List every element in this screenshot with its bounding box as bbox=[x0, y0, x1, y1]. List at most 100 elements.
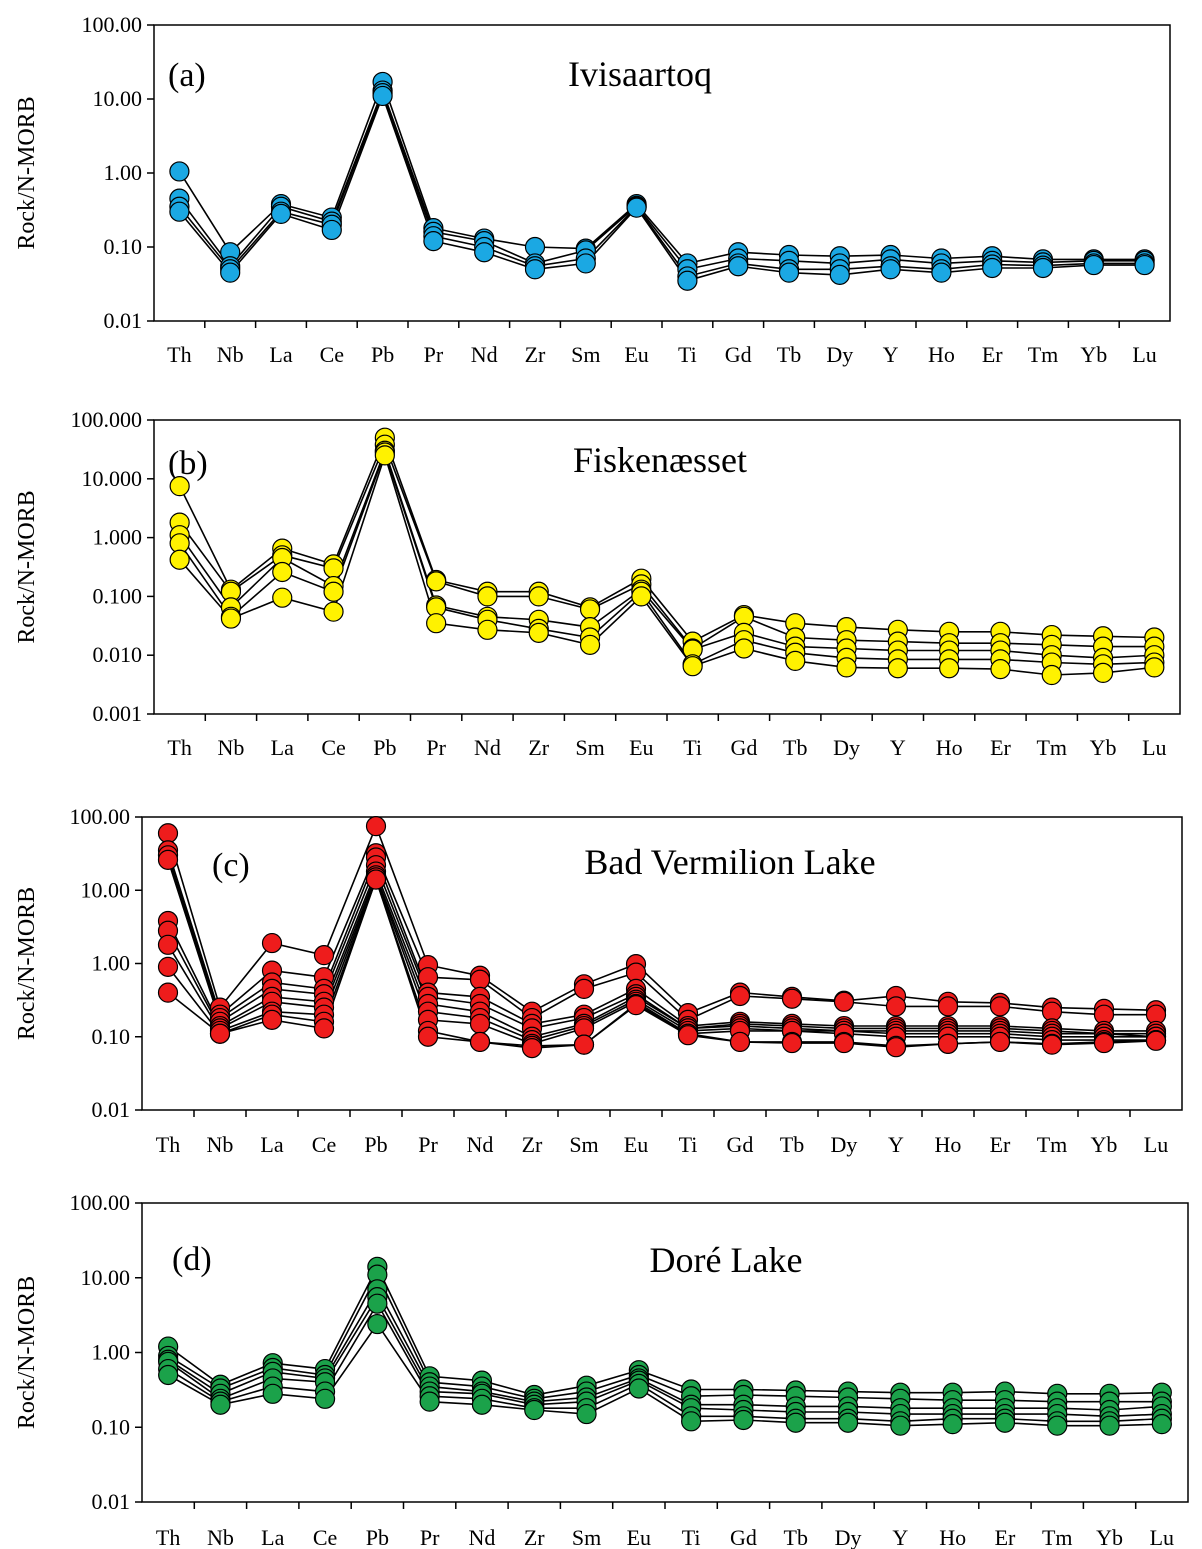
data-point bbox=[682, 656, 703, 677]
data-point bbox=[372, 85, 393, 107]
data-point bbox=[367, 1293, 388, 1314]
data-point bbox=[942, 1414, 963, 1435]
x-tick-label: Nb bbox=[217, 342, 244, 367]
x-tick-label: Er bbox=[990, 1132, 1011, 1157]
data-point bbox=[785, 650, 806, 671]
data-point bbox=[733, 1409, 754, 1431]
chart-panel-c: 0.01 0.10 1.00 10.00 100.00 Th Nb La Ce Pb Pr Nd Zr S… bbox=[14, 804, 1183, 1157]
data-point bbox=[576, 1403, 597, 1425]
data-point bbox=[169, 549, 190, 570]
x-tick-label: Dy bbox=[831, 1132, 858, 1157]
data-point bbox=[524, 1399, 545, 1421]
data-point bbox=[575, 253, 596, 274]
data-point bbox=[158, 1364, 179, 1386]
data-point bbox=[157, 823, 179, 844]
y-tick-label: 1.00 bbox=[92, 951, 131, 976]
x-tick-label: Gd bbox=[731, 735, 758, 760]
data-point bbox=[426, 613, 447, 634]
panel-title: Bad Vermilion Lake bbox=[584, 842, 875, 882]
x-tick-label: Zr bbox=[524, 1525, 545, 1549]
x-tick-label: Dy bbox=[835, 1525, 862, 1549]
y-axis-title: Rock/N-MORB bbox=[14, 887, 40, 1040]
y-tick-label: 100.00 bbox=[70, 804, 131, 829]
data-point bbox=[1144, 657, 1165, 678]
data-point bbox=[313, 1018, 335, 1039]
x-tick-label: Sm bbox=[571, 342, 600, 367]
data-point bbox=[989, 1031, 1011, 1053]
y-tick-label: 0.10 bbox=[92, 1414, 131, 1439]
x-tick-label: Er bbox=[990, 735, 1011, 760]
chart-panel-d: 0.01 0.10 1.00 10.00 100.00 Th Nb La Ce Pb Pr Nd Zr S… bbox=[14, 1190, 1189, 1549]
x-tick-label: Pb bbox=[364, 1132, 387, 1157]
data-point bbox=[781, 1032, 803, 1054]
data-point bbox=[313, 945, 335, 966]
chart-panel-a: 0.01 0.10 1.00 10.00 100.00 Th Nb La Ce Pb Pr Nd Zr S… bbox=[14, 12, 1171, 367]
series-2 bbox=[178, 90, 1145, 278]
data-point bbox=[733, 638, 755, 659]
x-tick-label: Nb bbox=[218, 735, 245, 760]
data-point bbox=[469, 1013, 491, 1034]
data-point bbox=[262, 1383, 283, 1404]
data-point bbox=[785, 1412, 806, 1433]
x-tick-label: Gd bbox=[730, 1525, 757, 1549]
data-point bbox=[837, 1412, 859, 1433]
x-tick-label: Lu bbox=[1132, 342, 1156, 367]
series-markers-4 bbox=[158, 1293, 1172, 1432]
x-tick-label: Eu bbox=[624, 1132, 648, 1157]
panel-label: (b) bbox=[168, 445, 208, 482]
data-point bbox=[628, 1378, 649, 1399]
data-point bbox=[931, 262, 952, 283]
data-point bbox=[982, 257, 1003, 279]
y-axis-title: Rock/N-MORB bbox=[14, 490, 40, 643]
data-point bbox=[781, 988, 803, 1009]
x-tick-label: Ce bbox=[320, 342, 344, 367]
y-tick-label: 1.00 bbox=[92, 1340, 131, 1365]
y-tick-label: 0.01 bbox=[104, 308, 143, 333]
x-tick-label: Tm bbox=[1036, 735, 1067, 760]
x-tick-label: Ho bbox=[935, 1132, 962, 1157]
x-tick-label: Nb bbox=[207, 1132, 234, 1157]
x-tick-label: Nb bbox=[207, 1525, 234, 1549]
data-point bbox=[157, 849, 179, 870]
series-markers-3 bbox=[169, 85, 1155, 291]
data-point bbox=[579, 599, 601, 620]
data-point bbox=[169, 161, 190, 182]
y-tick-label: 0.100 bbox=[93, 583, 143, 608]
x-tick-label: Gd bbox=[727, 1132, 754, 1157]
x-tick-label: Tb bbox=[780, 1132, 804, 1157]
y-tick-label: 1.00 bbox=[104, 160, 143, 185]
data-point bbox=[1099, 1415, 1120, 1436]
data-point bbox=[157, 982, 179, 1003]
data-point bbox=[321, 219, 342, 241]
data-point bbox=[365, 816, 387, 837]
x-tick-label: Lu bbox=[1144, 1132, 1168, 1157]
data-point bbox=[833, 1032, 855, 1054]
data-point bbox=[677, 270, 698, 291]
data-point bbox=[631, 586, 652, 607]
data-point bbox=[528, 622, 549, 643]
data-point bbox=[729, 985, 751, 1007]
data-point bbox=[323, 558, 344, 579]
x-tick-label: Pr bbox=[420, 1525, 440, 1549]
x-tick-label: Pr bbox=[426, 735, 446, 760]
data-point bbox=[728, 256, 749, 277]
x-tick-label: Tb bbox=[777, 342, 801, 367]
data-point bbox=[323, 581, 344, 602]
data-point bbox=[210, 1394, 231, 1415]
panel-label: (a) bbox=[168, 57, 206, 94]
x-tick-label: Sm bbox=[569, 1132, 598, 1157]
x-tick-label: Yb bbox=[1090, 735, 1117, 760]
x-tick-label: Ce bbox=[321, 735, 345, 760]
x-tick-label: Pr bbox=[424, 342, 444, 367]
data-point bbox=[272, 561, 293, 583]
x-tick-label: Ti bbox=[678, 342, 697, 367]
x-tick-label: Th bbox=[156, 1132, 180, 1157]
x-tick-label: Th bbox=[156, 1525, 180, 1549]
data-point bbox=[528, 586, 549, 607]
panel-title: Doré Lake bbox=[650, 1240, 803, 1280]
x-tick-label: Pb bbox=[371, 342, 394, 367]
x-tick-label: Tm bbox=[1042, 1525, 1073, 1549]
x-tick-label: Tm bbox=[1037, 1132, 1068, 1157]
data-point bbox=[885, 996, 907, 1017]
